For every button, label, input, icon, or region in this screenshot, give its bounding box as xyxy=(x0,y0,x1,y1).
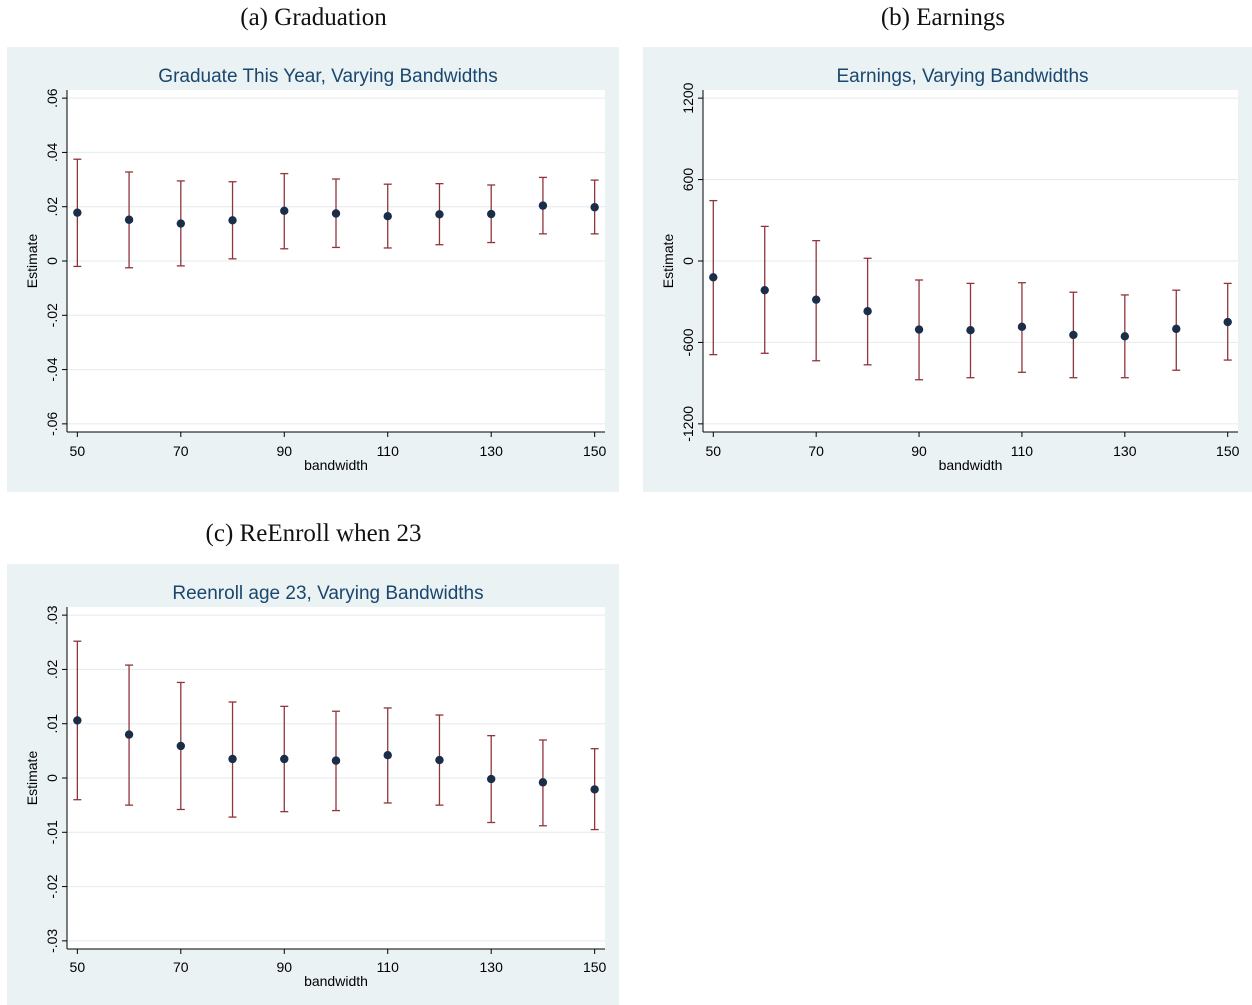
estimate-point xyxy=(331,209,341,218)
estimate-point xyxy=(73,208,82,217)
y-tick-label: 0 xyxy=(44,257,60,265)
x-axis-label: bandwidth xyxy=(304,973,368,989)
estimate-point xyxy=(124,730,134,739)
y-tick-label: -.03 xyxy=(44,929,60,953)
y-tick-label: .04 xyxy=(44,142,60,162)
y-tick-label: .02 xyxy=(44,659,60,679)
chart-panel-earnings: Earnings, Varying Bandwidths 1200 600 0 -600… xyxy=(643,47,1252,492)
estimate-point xyxy=(280,206,289,215)
estimate-point xyxy=(538,778,548,787)
estimate-point xyxy=(486,209,496,219)
x-tick-label: 90 xyxy=(276,443,292,459)
estimate-point xyxy=(280,754,289,764)
estimate-point xyxy=(176,219,186,228)
estimate-point xyxy=(1069,330,1078,340)
estimate-point xyxy=(914,325,924,334)
y-axis-label: Estimate xyxy=(660,234,676,289)
estimate-point xyxy=(1017,322,1027,332)
estimate-point xyxy=(760,285,769,295)
reenroll-chart: Reenroll age 23, Varying Bandwidths .03 .0… xyxy=(24,583,607,989)
chart-title: Earnings, Varying Bandwidths xyxy=(836,66,1088,87)
caption-earnings: (b) Earnings xyxy=(880,4,1006,31)
estimate-point xyxy=(590,785,599,794)
y-tick-label: -.02 xyxy=(44,874,60,898)
estimate-point xyxy=(1172,324,1181,334)
y-tick-label: -600 xyxy=(680,328,696,356)
x-tick-label: 130 xyxy=(480,443,504,459)
x-tick-label: 150 xyxy=(583,443,607,459)
earnings-chart: Earnings, Varying Bandwidths 1200 600 0 -600… xyxy=(660,66,1240,473)
estimate-point xyxy=(538,201,548,210)
chart-panel-reenroll: Reenroll age 23, Varying Bandwidths .03 .0… xyxy=(7,564,619,1005)
y-axis-label: Estimate xyxy=(24,751,40,806)
y-tick-label: .02 xyxy=(44,197,60,217)
estimate-point xyxy=(863,307,872,316)
x-axis-label: bandwidth xyxy=(939,457,1003,473)
x-tick-label: 50 xyxy=(705,443,721,459)
estimate-point xyxy=(383,751,392,760)
y-tick-label: 600 xyxy=(680,168,696,192)
x-axis-label: bandwidth xyxy=(304,457,368,473)
x-tick-label: 50 xyxy=(70,443,86,459)
x-tick-label: 70 xyxy=(808,443,824,459)
chart-title: Graduate This Year, Varying Bandwidths xyxy=(158,66,497,87)
y-tick-label: .03 xyxy=(44,605,60,625)
caption-reenroll: (c) ReEnroll when 23 xyxy=(205,520,422,547)
y-tick-label: -.04 xyxy=(44,357,60,381)
x-tick-label: 130 xyxy=(1113,443,1137,459)
estimate-point xyxy=(331,756,341,765)
x-tick-label: 110 xyxy=(1011,443,1034,459)
estimate-point xyxy=(435,210,444,219)
y-tick-label: 0 xyxy=(44,774,60,782)
y-tick-label: 1200 xyxy=(680,82,696,113)
chart-title: Reenroll age 23, Varying Bandwidths xyxy=(172,583,483,604)
x-tick-label: 130 xyxy=(480,959,504,975)
x-tick-label: 110 xyxy=(377,959,400,975)
x-tick-label: 150 xyxy=(583,959,607,975)
graduation-chart: Graduate This Year, Varying Bandwidths .0… xyxy=(24,66,607,473)
y-tick-label: -.01 xyxy=(44,820,60,844)
estimate-point xyxy=(486,774,496,784)
y-tick-label: -1200 xyxy=(680,406,696,442)
estimate-point xyxy=(590,203,599,212)
chart-panel-graduation: Graduate This Year, Varying Bandwidths .0… xyxy=(7,47,619,492)
estimate-point xyxy=(228,216,237,225)
estimate-point xyxy=(811,295,821,304)
y-tick-label: -.02 xyxy=(44,303,60,327)
estimate-point xyxy=(966,326,975,335)
estimate-point xyxy=(124,215,134,224)
x-tick-label: 70 xyxy=(173,443,189,459)
x-tick-label: 150 xyxy=(1216,443,1240,459)
estimate-point xyxy=(73,716,82,725)
x-tick-label: 110 xyxy=(377,443,400,459)
y-tick-label: .06 xyxy=(44,88,60,108)
x-tick-label: 70 xyxy=(173,959,189,975)
y-tick-label: -.06 xyxy=(44,412,60,436)
x-tick-label: 90 xyxy=(911,443,927,459)
estimate-point xyxy=(709,273,718,282)
x-tick-label: 50 xyxy=(70,959,86,975)
y-tick-label: 0 xyxy=(680,257,696,265)
estimate-point xyxy=(228,754,237,764)
x-tick-label: 90 xyxy=(276,959,292,975)
y-tick-label: .01 xyxy=(44,714,60,734)
caption-graduation: (a) Graduation xyxy=(240,4,387,31)
estimate-point xyxy=(435,755,444,765)
y-axis-label: Estimate xyxy=(24,234,40,289)
estimate-point xyxy=(1223,317,1232,327)
estimate-point xyxy=(176,741,186,751)
estimate-point xyxy=(1120,332,1130,341)
estimate-point xyxy=(383,212,392,221)
